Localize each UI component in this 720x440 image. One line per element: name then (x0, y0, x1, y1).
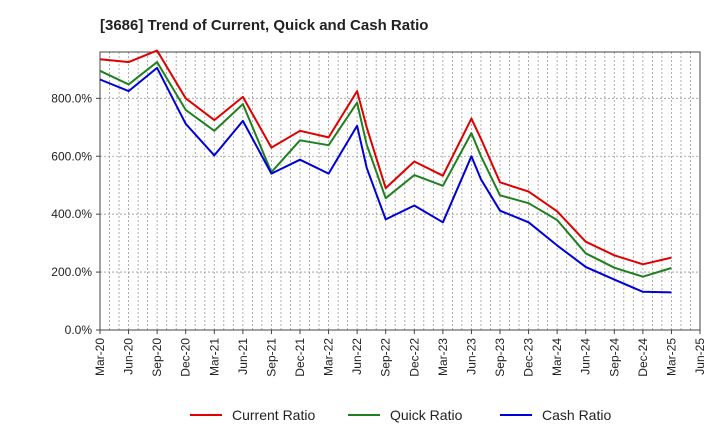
y-tick-label: 400.0% (51, 207, 92, 221)
x-tick-label: Sep-24 (607, 338, 621, 377)
x-tick-label: Sep-20 (150, 338, 164, 377)
x-tick-label: Jun-22 (350, 338, 364, 375)
x-tick-label: Sep-21 (264, 338, 278, 377)
series-lines (99, 49, 672, 294)
plot-frame (99, 51, 701, 331)
x-tick-label: Mar-25 (664, 338, 678, 376)
chart-title: [3686] Trend of Current, Quick and Cash … (100, 17, 428, 34)
x-tick-label: Dec-24 (636, 338, 650, 377)
quick-ratio-line (99, 61, 672, 278)
legend: Current Ratio Quick Ratio Cash Ratio (190, 407, 611, 423)
legend-item-quick-ratio: Quick Ratio (348, 407, 463, 423)
x-tick-label: Jun-20 (122, 338, 136, 375)
legend-label: Cash Ratio (542, 407, 611, 423)
x-tick-label: Jun-24 (579, 338, 593, 375)
x-tick-label: Sep-22 (379, 338, 393, 377)
x-tick-label: Jun-21 (236, 338, 250, 375)
x-tick-label: Dec-20 (179, 338, 193, 377)
x-axis-ticks: Mar-20 Jun-20 Sep-20 Dec-20 Mar-21 Jun-21 Sep-… (93, 330, 707, 377)
current-ratio-line (99, 49, 672, 266)
y-tick-label: 0.0% (65, 323, 93, 337)
x-tick-label: Jun-23 (464, 338, 478, 375)
y-tick-label: 200.0% (51, 265, 92, 279)
cash-ratio-line (99, 66, 672, 294)
x-tick-label: Mar-20 (93, 338, 107, 376)
y-tick-label: 600.0% (51, 149, 92, 163)
legend-item-cash-ratio: Cash Ratio (500, 407, 611, 423)
legend-item-current-ratio: Current Ratio (190, 407, 315, 423)
x-tick-label: Mar-24 (550, 338, 564, 376)
y-tick-label: 800.0% (51, 91, 92, 105)
x-tick-label: Jun-25 (693, 338, 707, 375)
x-tick-label: Mar-23 (436, 338, 450, 376)
grid (99, 52, 701, 331)
x-tick-label: Mar-22 (322, 338, 336, 376)
x-tick-label: Dec-22 (407, 338, 421, 377)
y-axis-ticks: 0.0% 200.0% 400.0% 600.0% 800.0% (51, 91, 100, 337)
x-tick-label: Dec-21 (293, 338, 307, 377)
x-tick-label: Mar-21 (207, 338, 221, 376)
x-tick-label: Dec-23 (522, 338, 536, 377)
legend-label: Current Ratio (232, 407, 315, 423)
legend-label: Quick Ratio (390, 407, 463, 423)
x-tick-label: Sep-23 (493, 338, 507, 377)
